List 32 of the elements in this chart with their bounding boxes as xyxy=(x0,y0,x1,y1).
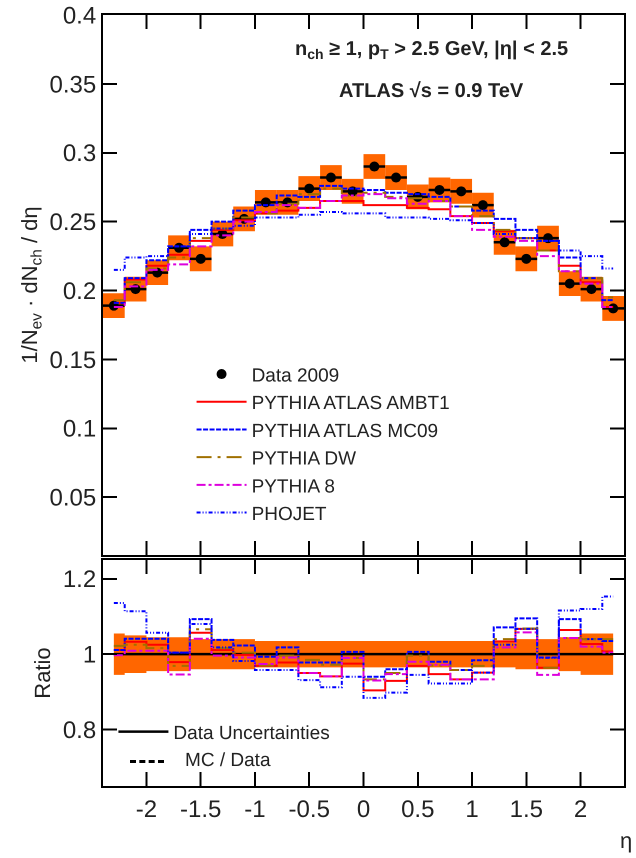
y-axis-title: Ratio xyxy=(30,647,56,699)
legend-label: PYTHIA ATLAS MC09 xyxy=(252,420,438,442)
legend-label: PYTHIA ATLAS AMBT1 xyxy=(252,393,450,414)
legend-label: Data Uncertainties xyxy=(173,723,330,744)
y-tick-label: 1.2 xyxy=(62,566,96,594)
annotation: MC / Data xyxy=(185,750,271,771)
x-axis-title: η xyxy=(620,828,632,853)
y-tick-label: 0.15 xyxy=(49,346,96,374)
x-tick-label: -1 xyxy=(244,796,266,823)
legend-label: PYTHIA DW xyxy=(252,448,356,470)
x-tick-label: -2 xyxy=(136,796,158,823)
x-tick-label: 2 xyxy=(574,796,588,823)
x-tick-label: 0 xyxy=(356,796,370,823)
x-tick-label: 1.5 xyxy=(510,796,543,823)
legend-label: PYTHIA 8 xyxy=(252,476,335,498)
annotation: n$_{ch}$ ≥ 1, p$_{T}$ > 2.5 GeV, |η| < 2.5 xyxy=(295,38,568,62)
x-tick-label: -0.5 xyxy=(288,796,330,823)
y-tick-label: 0.3 xyxy=(62,140,96,168)
y-tick-label: 0.2 xyxy=(62,278,96,305)
y-tick-label: 0.25 xyxy=(49,209,96,236)
annotation: ATLAS √s = 0.9 TeV xyxy=(339,80,524,102)
y-tick-label: 0.35 xyxy=(49,71,96,98)
x-tick-label: -1.5 xyxy=(180,796,222,823)
y-tick-label: 0.1 xyxy=(62,416,96,443)
x-tick-label: 0.5 xyxy=(401,796,434,823)
legend-label: PHOJET xyxy=(252,504,327,525)
y-tick-label: 1 xyxy=(82,642,96,669)
x-tick-label: 1 xyxy=(465,796,479,823)
y-tick-label: 0.4 xyxy=(62,2,96,30)
legend-label: Data 2009 xyxy=(252,365,340,386)
y-tick-label: 0.8 xyxy=(62,716,96,744)
y-tick-label: 0.05 xyxy=(49,484,96,512)
